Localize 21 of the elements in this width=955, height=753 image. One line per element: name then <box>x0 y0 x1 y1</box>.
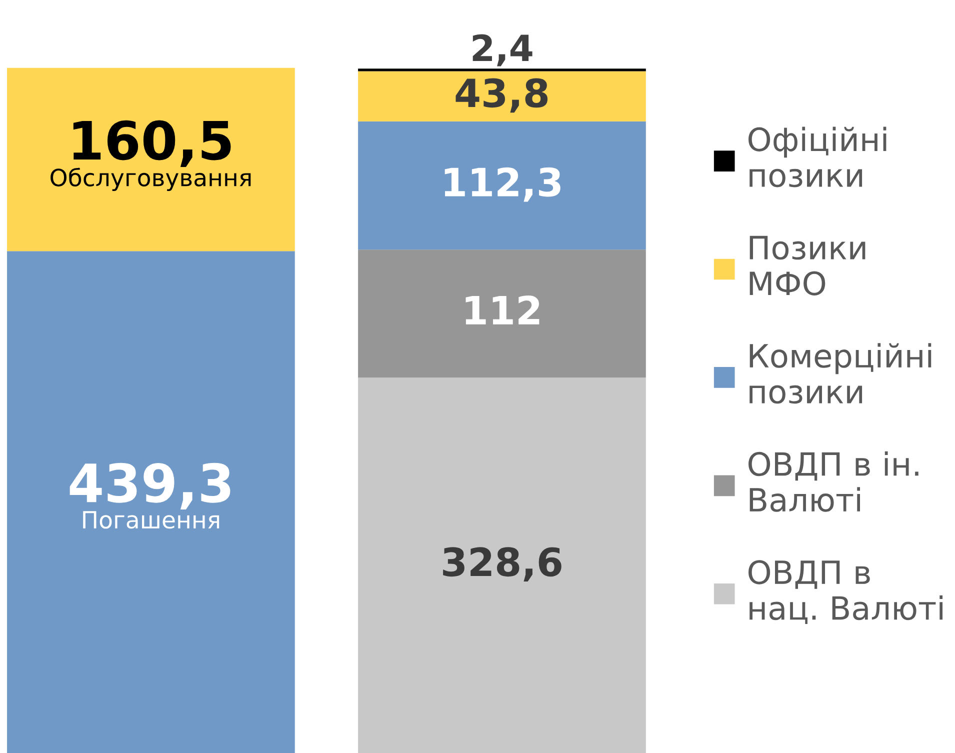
data-label: 2,4 <box>472 34 532 66</box>
data-label: 112,3 <box>444 167 560 202</box>
bar <box>358 68 646 72</box>
data-label: 160,5 <box>73 120 231 167</box>
legend-label: ОВДП в нац. Валюті <box>748 560 943 624</box>
data-label: 112 <box>466 295 540 324</box>
annotation: Обслуговування <box>50 168 251 192</box>
bar <box>358 121 646 250</box>
bar <box>358 71 646 122</box>
legend-label: Комерційні позики <box>750 343 932 404</box>
bar <box>358 378 646 753</box>
data-label: 328,6 <box>443 547 562 582</box>
bar <box>7 251 295 753</box>
bar <box>358 250 646 378</box>
bar <box>7 68 295 252</box>
legend-label: ОВДП в ін. Валюті <box>748 451 918 512</box>
data-label: 43,8 <box>456 78 548 113</box>
data-label: 439,3 <box>70 462 230 510</box>
annotation: Погашення <box>83 511 220 529</box>
legend-label: Позики МФО <box>750 236 866 296</box>
legend-label: Офіційні позики <box>748 126 886 188</box>
